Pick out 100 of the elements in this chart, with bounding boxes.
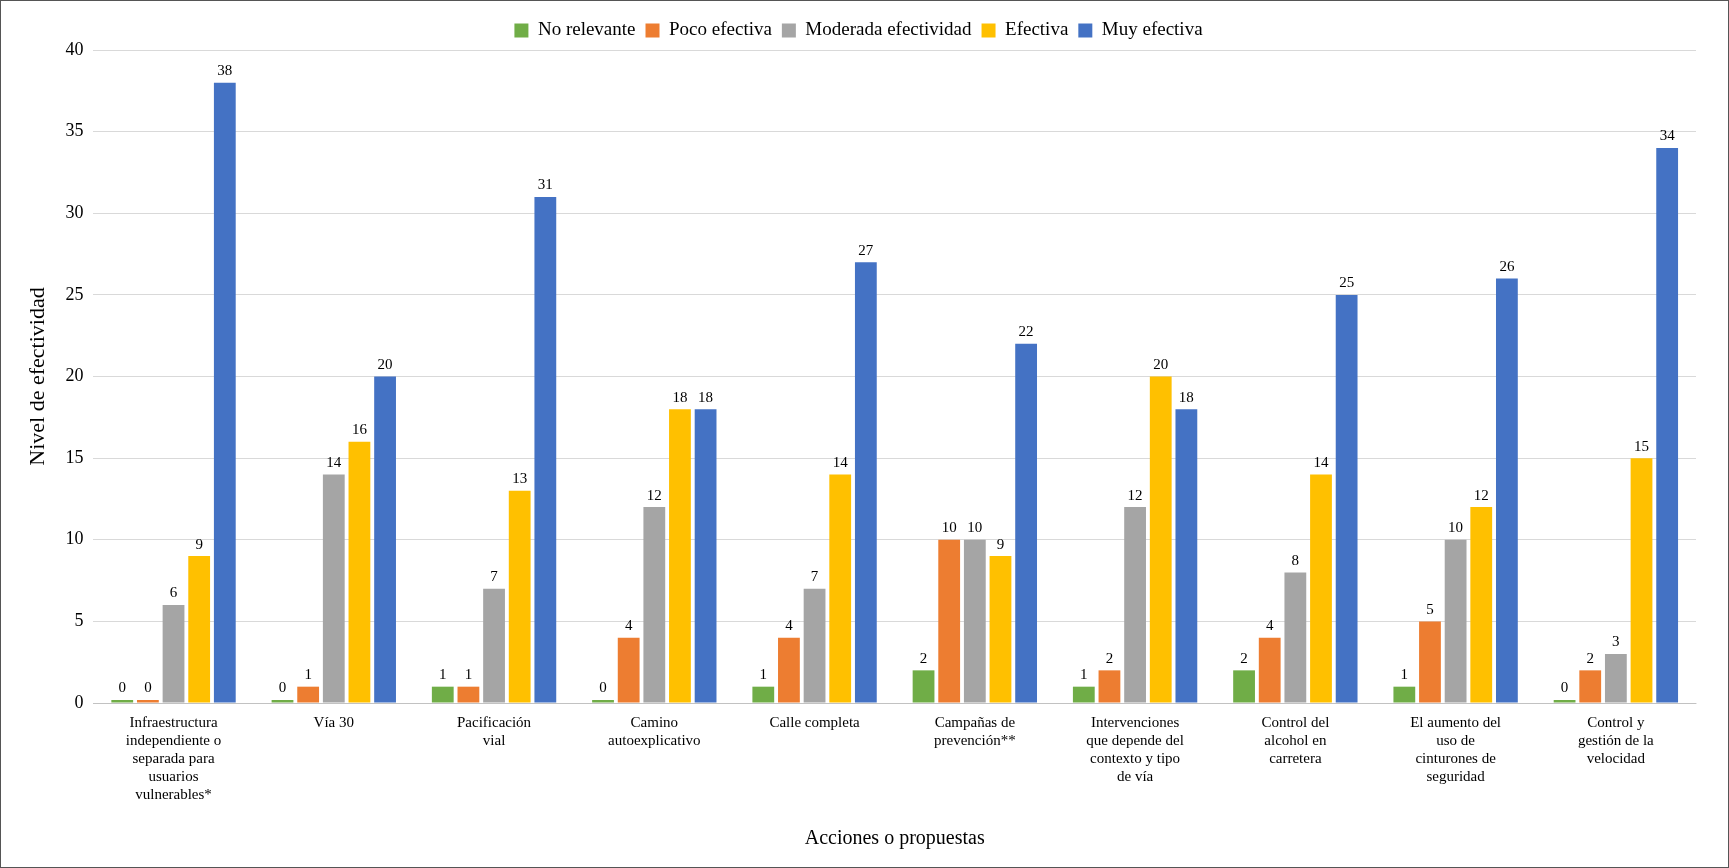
bar: [1496, 278, 1518, 703]
data-label: 1: [439, 666, 447, 683]
data-label: 9: [996, 535, 1005, 552]
bar: [348, 441, 371, 703]
bar: [1470, 507, 1493, 703]
x-tick-label: Control del alcohol en carretera: [1261, 713, 1330, 766]
data-label: 16: [351, 421, 368, 438]
data-label: 12: [1127, 486, 1143, 503]
bar: [778, 637, 800, 703]
legend-label: Efectiva: [1005, 18, 1069, 40]
x-tick-label: Vía 30: [313, 713, 354, 730]
data-label: 26: [1499, 257, 1515, 274]
data-label: 2: [1240, 649, 1248, 666]
bar: [1015, 343, 1038, 703]
bar: [1258, 637, 1281, 703]
data-label: 14: [832, 453, 849, 470]
bar: [1393, 686, 1416, 703]
data-label: 18: [672, 388, 688, 405]
bar: [854, 262, 877, 703]
bar: [752, 686, 775, 703]
data-label: 2: [1105, 649, 1114, 666]
y-tick-label: 30: [65, 201, 84, 222]
data-label: 6: [169, 584, 178, 601]
bar: [483, 588, 505, 703]
y-tick-label: 5: [74, 610, 84, 631]
bar: [1419, 621, 1441, 703]
bar: [297, 686, 320, 703]
data-label: 20: [1153, 355, 1169, 372]
x-tick-label: Campañas de prevención**: [934, 713, 1016, 748]
bar: [213, 82, 236, 703]
data-label: 14: [326, 453, 342, 470]
data-label: 0: [1560, 679, 1569, 696]
x-tick-label: Control y gestión de la velocidad: [1577, 713, 1655, 766]
data-label: 34: [1659, 127, 1676, 144]
bar: [617, 637, 640, 703]
data-label: 5: [1426, 600, 1434, 617]
x-tick-label: Pacificación vial: [456, 713, 532, 748]
bar: [1335, 294, 1358, 703]
data-label: 4: [785, 617, 794, 634]
y-tick-label: 40: [65, 38, 84, 59]
bar: [1124, 507, 1146, 703]
data-label: 0: [144, 679, 152, 696]
bar: [457, 686, 480, 703]
data-label: 27: [858, 241, 874, 258]
data-label: 20: [377, 355, 393, 372]
data-label: 14: [1313, 453, 1329, 470]
data-label: 4: [624, 617, 633, 634]
data-label: 0: [118, 679, 126, 696]
bar: [322, 474, 345, 703]
y-axis-title: Nivel de efectividad: [23, 287, 49, 466]
bar: [963, 539, 986, 703]
x-tick-label: Infraestructura independiente o separada para usuarios vulnerables*: [125, 713, 222, 802]
bar: [374, 376, 396, 703]
bar: [508, 490, 531, 703]
data-label: 12: [646, 486, 662, 503]
data-label: 18: [698, 388, 714, 405]
bar: [188, 556, 211, 703]
bar: [1175, 409, 1198, 703]
legend-label: No relevante: [537, 18, 636, 40]
bar: [1098, 670, 1121, 703]
data-label: 10: [1448, 519, 1464, 536]
x-tick-label: Camino autoexplicativo: [608, 713, 701, 748]
bar: [1444, 539, 1467, 703]
bar: [912, 670, 935, 703]
y-tick-label: 15: [65, 446, 84, 467]
data-label: 15: [1634, 437, 1650, 454]
data-label: 1: [759, 666, 768, 683]
legend-label: Poco efectiva: [669, 18, 773, 40]
data-label: 7: [810, 568, 819, 585]
bar: [534, 196, 557, 703]
bar: [1310, 474, 1332, 703]
x-axis-title: Acciones o propuestas: [804, 826, 985, 850]
data-label: 22: [1018, 323, 1034, 340]
y-tick-label: 10: [65, 528, 84, 549]
bar: [803, 588, 826, 703]
data-label: 1: [1080, 666, 1088, 683]
bar: [162, 605, 185, 703]
bar: [1604, 654, 1627, 703]
y-tick-label: 35: [65, 120, 84, 141]
data-label: 18: [1178, 388, 1194, 405]
data-label: 31: [537, 176, 553, 193]
data-label: 12: [1473, 486, 1489, 503]
x-tick-label: El aumento del uso de cinturones de seguridad: [1410, 713, 1502, 784]
data-label: 3: [1612, 633, 1620, 650]
data-label: 2: [1586, 649, 1594, 666]
bar: [694, 409, 717, 703]
bar: [431, 686, 454, 703]
x-tick-label: Calle completa: [769, 713, 861, 730]
bar: [1284, 572, 1307, 703]
data-label: 0: [599, 679, 607, 696]
data-label: 1: [464, 666, 473, 683]
bar: [1233, 670, 1255, 703]
data-label: 2: [919, 649, 928, 666]
data-label: 4: [1265, 617, 1274, 634]
data-label: 10: [967, 519, 983, 536]
y-tick-label: 20: [65, 365, 84, 386]
data-label: 7: [490, 568, 499, 585]
data-label: 9: [195, 535, 203, 552]
bar: [1579, 670, 1602, 703]
bar: [829, 474, 852, 703]
